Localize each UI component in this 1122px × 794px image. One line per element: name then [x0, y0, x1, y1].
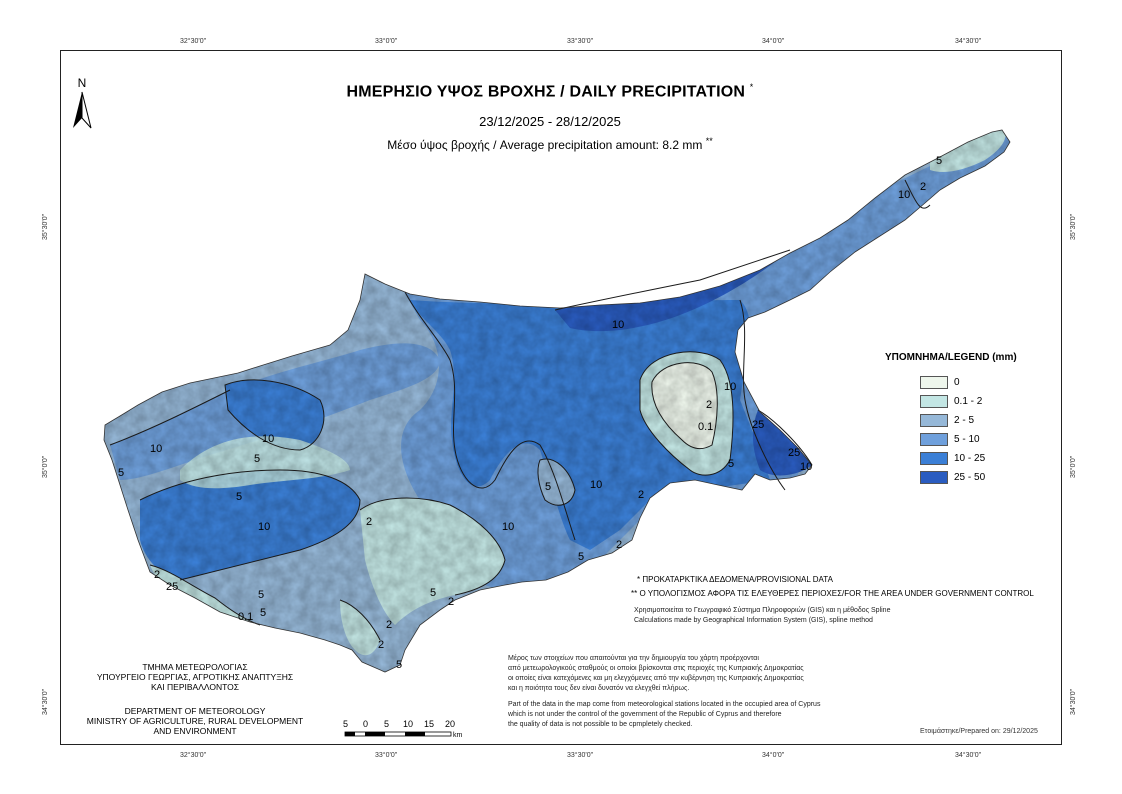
contour-label: 25: [166, 581, 178, 593]
contour-label: 2: [920, 181, 926, 193]
map-frame: [60, 50, 1062, 745]
contour-label: 5: [936, 155, 942, 167]
legend-item: 0: [885, 373, 1055, 392]
contour-label: 0.1: [698, 421, 713, 433]
tick-label: 33°30'0": [567, 38, 594, 45]
data-source-note-gr: Μέρος των στοιχείων που απαιτούνται για …: [508, 655, 804, 692]
contour-label: 10: [898, 189, 910, 201]
legend-label: 10 - 25: [954, 453, 986, 464]
legend-swatch: [920, 471, 948, 484]
legend-swatch: [920, 376, 948, 389]
average-precipitation: Μέσο ύψος βροχής / Average precipitation…: [387, 136, 713, 152]
legend-item: 2 - 5: [885, 411, 1055, 430]
legend-item: 0.1 - 2: [885, 392, 1055, 411]
scale-bar: 5 0 5 10 15 20 km: [343, 718, 463, 742]
gis-note: Χρησιμοποιείται το Γεωγραφικό Σύστημα Πλ…: [634, 607, 891, 624]
svg-text:5: 5: [343, 719, 348, 729]
tick-label: 33°30'0": [567, 752, 594, 759]
contour-label: 2: [386, 619, 392, 631]
contour-label: 5: [118, 467, 124, 479]
contour-label: 10: [258, 521, 270, 533]
tick-label: 34°0'0": [762, 38, 785, 45]
legend-label: 2 - 5: [954, 415, 975, 426]
date-range: 23/12/2025 - 28/12/2025: [479, 114, 621, 129]
legend-label: 5 - 10: [954, 434, 980, 445]
contour-label: 10: [590, 479, 602, 491]
legend-item: 10 - 25: [885, 449, 1055, 468]
contour-label: 5: [578, 551, 584, 563]
contour-label: 25: [752, 419, 764, 431]
north-label: N: [78, 76, 87, 90]
contour-label: 10: [502, 521, 514, 533]
contour-label: 0.1: [238, 611, 253, 623]
contour-label: 2: [638, 489, 644, 501]
contour-label: 5: [728, 458, 734, 470]
map-legend: ΥΠΟΜΝΗΜΑ/LEGEND (mm) 0 0.1 - 2 2 - 5 5 -…: [885, 352, 1055, 487]
contour-label: 10: [724, 381, 736, 393]
prepared-date: Ετοιμάστηκε/Prepared on: 29/12/2025: [920, 728, 1038, 735]
contour-label: 2: [448, 596, 454, 608]
contour-label: 5: [260, 607, 266, 619]
svg-text:0: 0: [363, 719, 368, 729]
provisional-note: * ΠΡΟΚΑΤΑΡΚΤΙΚΑ ΔΕΔΟΜΕΝΑ/PROVISIONAL DAT…: [637, 575, 833, 584]
legend-label: 0.1 - 2: [954, 396, 983, 407]
legend-label: 25 - 50: [954, 472, 986, 483]
svg-text:15: 15: [424, 719, 434, 729]
department-en: DEPARTMENT OF METEOROLOGY MINISTRY OF AG…: [86, 706, 304, 736]
department-gr: ΤΜΗΜΑ ΜΕΤΕΩΡΟΛΟΓΙΑΣ ΥΠΟΥΡΓΕΙΟ ΓΕΩΡΓΙΑΣ, …: [96, 662, 294, 692]
contour-label: 5: [545, 481, 551, 493]
contour-label: 2: [366, 516, 372, 528]
legend-swatch: [920, 452, 948, 465]
svg-text:km: km: [453, 732, 463, 739]
contour-label: 10: [150, 443, 162, 455]
contour-label: 2: [616, 539, 622, 551]
north-arrow-icon: N: [70, 76, 94, 132]
data-source-note-en: Part of the data in the map come from me…: [508, 701, 821, 728]
contour-label: 5: [430, 587, 436, 599]
svg-text:5: 5: [384, 719, 389, 729]
contour-labels: 10 5 5 10 10 5 2 10 5 2 5 2 10 5 0.1 2 1…: [118, 155, 942, 671]
calc-area-note: ** Ο ΥΠΟΛΟΓΙΣΜΟΣ ΑΦΟΡΑ ΤΙΣ ΕΛΕΥΘΕΡΕΣ ΠΕΡ…: [631, 589, 1034, 598]
contour-label: 2: [706, 399, 712, 411]
contour-label: 2: [378, 639, 384, 651]
tick-label: 32°30'0": [180, 38, 207, 45]
legend-swatch: [920, 433, 948, 446]
svg-text:10: 10: [403, 719, 413, 729]
map-title: ΗΜΕΡΗΣΙΟ ΥΨΟΣ ΒΡΟΧΗΣ / DAILY PRECIPITATI…: [346, 82, 754, 101]
legend-label: 0: [954, 377, 960, 388]
tick-label: 34°0'0": [762, 752, 785, 759]
tick-label: 34°30'0": [955, 38, 982, 45]
legend-item: 5 - 10: [885, 430, 1055, 449]
contour-label: 25: [788, 447, 800, 459]
contour-label: 10: [262, 433, 274, 445]
legend-title: ΥΠΟΜΝΗΜΑ/LEGEND (mm): [885, 352, 1017, 363]
legend-swatch: [920, 414, 948, 427]
contour-label: 5: [258, 589, 264, 601]
svg-text:20: 20: [445, 719, 455, 729]
contour-label: 10: [800, 461, 812, 473]
tick-label: 34°30'0": [955, 752, 982, 759]
tick-label: 33°0'0": [375, 38, 398, 45]
tick-label: 33°0'0": [375, 752, 398, 759]
contour-label: 5: [236, 491, 242, 503]
contour-label: 2: [154, 569, 160, 581]
contour-label: 5: [396, 659, 402, 671]
legend-item: 25 - 50: [885, 468, 1055, 487]
legend-swatch: [920, 395, 948, 408]
tick-label: 32°30'0": [180, 752, 207, 759]
contour-label: 5: [254, 453, 260, 465]
contour-label: 10: [612, 319, 624, 331]
